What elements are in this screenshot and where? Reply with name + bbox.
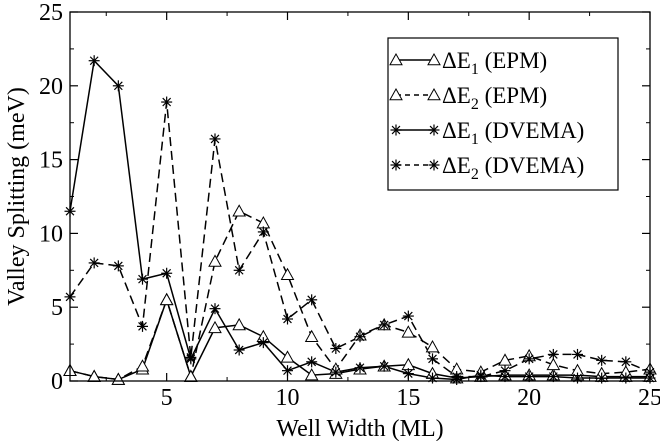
data-point-star [402, 310, 414, 322]
data-point-star [354, 362, 366, 374]
y-tick-label: 10 [39, 221, 63, 247]
data-point-star [620, 356, 632, 368]
data-point-star [306, 294, 318, 306]
x-tick-label: 10 [276, 385, 300, 411]
data-point-triangle [280, 350, 295, 363]
data-point-triangle [546, 357, 561, 371]
data-point-star [88, 257, 100, 269]
data-point-star [427, 353, 438, 365]
data-point-star [620, 372, 632, 384]
data-point-star [112, 80, 124, 92]
legend: ΔE1 (EPM) ΔE2 (EPM) ΔE1 (DVEMA) ΔE2 (DVEMA) [387, 37, 619, 191]
data-point-star [88, 55, 100, 67]
legend-marker-triangle [389, 52, 403, 66]
data-point-triangle [401, 357, 416, 371]
x-axis-title: Well Width (ML) [276, 416, 443, 441]
data-point-star [572, 372, 583, 384]
data-point-star [161, 267, 173, 279]
data-point-star [282, 313, 293, 325]
data-point-star [596, 354, 608, 366]
legend-label: ΔE1 (EPM) [442, 48, 547, 78]
data-point-star [378, 360, 390, 372]
legend-marker-triangle [389, 87, 403, 101]
data-point-triangle [159, 292, 174, 306]
data-point-star [354, 331, 366, 343]
data-point-star [233, 344, 245, 356]
data-point-triangle [232, 204, 247, 217]
data-point-star [306, 356, 318, 368]
data-point-triangle [401, 325, 416, 338]
data-point-star [209, 133, 221, 145]
data-point-star [378, 319, 390, 331]
legend-marker-star [428, 124, 440, 136]
y-tick-label: 5 [51, 295, 63, 321]
data-point-triangle [183, 369, 198, 382]
y-tick-label: 0 [51, 369, 63, 395]
x-tick-label: 20 [517, 385, 541, 411]
legend-label: ΔE1 (DVEMA) [442, 118, 584, 148]
data-point-triangle [232, 317, 247, 331]
data-point-triangle [208, 320, 222, 334]
legend-label: ΔE2 (EPM) [442, 83, 547, 113]
legend-marker-triangle [427, 52, 441, 66]
data-point-star [475, 371, 487, 383]
data-point-triangle [425, 340, 440, 353]
data-point-star [451, 371, 463, 383]
legend-marker-star [428, 159, 440, 171]
x-tick-label: 15 [396, 385, 420, 411]
data-point-star [112, 260, 124, 272]
data-point-star [547, 371, 559, 383]
legend-marker-star [390, 124, 402, 136]
y-tick-label: 20 [39, 74, 63, 100]
legend-marker-star [390, 159, 402, 171]
data-point-triangle [256, 216, 271, 229]
data-point-star [161, 96, 173, 108]
x-tick-label: 25 [638, 385, 660, 411]
data-point-star [499, 365, 511, 377]
data-point-star [185, 351, 197, 363]
data-point-triangle [304, 329, 319, 343]
data-point-star [137, 273, 148, 285]
data-point-star [209, 303, 221, 315]
data-point-star [137, 320, 148, 332]
y-tick-label: 15 [39, 148, 63, 174]
data-point-star [572, 348, 583, 360]
y-axis-title: Valley Splitting (meV) [4, 87, 30, 306]
data-point-star [233, 264, 245, 276]
data-point-triangle [135, 359, 150, 372]
y-tick-label: 25 [39, 0, 63, 26]
data-point-triangle [208, 254, 222, 267]
axis-ticks: 0 5 10 15 20 25 5 10 15 20 25 [39, 0, 660, 411]
data-point-star [547, 348, 559, 360]
x-tick-label: 5 [161, 385, 173, 411]
legend-marker-triangle [427, 87, 441, 101]
data-point-triangle [498, 353, 512, 366]
data-point-star [257, 337, 269, 349]
data-point-star [257, 226, 269, 238]
legend-label: ΔE2 (DVEMA) [442, 153, 584, 183]
data-point-star [427, 372, 438, 384]
data-point-star [596, 372, 608, 384]
data-point-star [330, 366, 342, 378]
series-markers [63, 55, 657, 386]
data-point-star [330, 343, 342, 355]
data-point-triangle [280, 267, 295, 281]
data-point-star [282, 365, 293, 377]
data-point-triangle [304, 368, 319, 381]
data-point-star [523, 353, 535, 365]
